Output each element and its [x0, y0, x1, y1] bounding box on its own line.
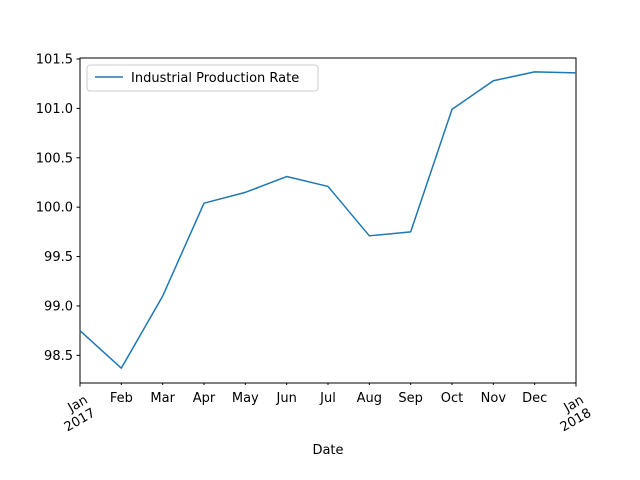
- x-tick-label: Nov: [481, 391, 507, 406]
- y-tick-label: 98.5: [44, 349, 73, 364]
- x-tick-label: Oct: [441, 391, 463, 406]
- y-tick-label: 101.0: [36, 102, 73, 117]
- x-tick-label: Mar: [150, 391, 175, 406]
- y-tick-label: 99.0: [44, 299, 73, 314]
- legend-label: Industrial Production Rate: [131, 71, 299, 86]
- y-tick-label: 100.0: [36, 201, 73, 216]
- x-tick-label: Dec: [522, 391, 547, 406]
- x-tick-label: Feb: [110, 391, 133, 406]
- x-axis-label: Date: [312, 443, 343, 458]
- series-line-0: [79, 71, 577, 369]
- x-tick-label: Apr: [193, 391, 216, 406]
- x-tick-label: Sep: [398, 391, 423, 406]
- legend: Industrial Production Rate: [86, 64, 319, 92]
- y-axis: 98.5 99.0 99.5 100.0 100.5 101.0 101.5: [36, 52, 80, 364]
- x-tick-label: Jul: [319, 391, 336, 406]
- x-tick-label: Jun: [276, 391, 297, 406]
- y-tick-label: 99.5: [44, 250, 73, 265]
- y-tick-label: 100.5: [36, 151, 73, 166]
- x-tick-label: Aug: [357, 391, 382, 406]
- legend-box: [86, 64, 319, 92]
- y-tick-label: 101.5: [36, 52, 73, 67]
- x-tick-label: May: [232, 391, 259, 406]
